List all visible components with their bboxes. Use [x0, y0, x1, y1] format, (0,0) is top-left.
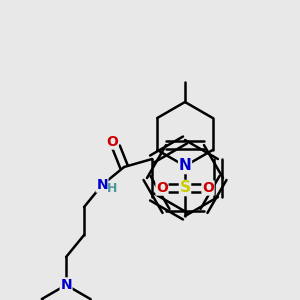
Text: S: S: [179, 181, 191, 196]
Text: O: O: [106, 135, 118, 149]
Text: O: O: [202, 181, 214, 195]
Text: N: N: [178, 158, 191, 173]
Text: N: N: [96, 178, 108, 192]
Text: N: N: [60, 278, 72, 292]
Text: H: H: [107, 182, 117, 194]
Text: O: O: [156, 181, 168, 195]
